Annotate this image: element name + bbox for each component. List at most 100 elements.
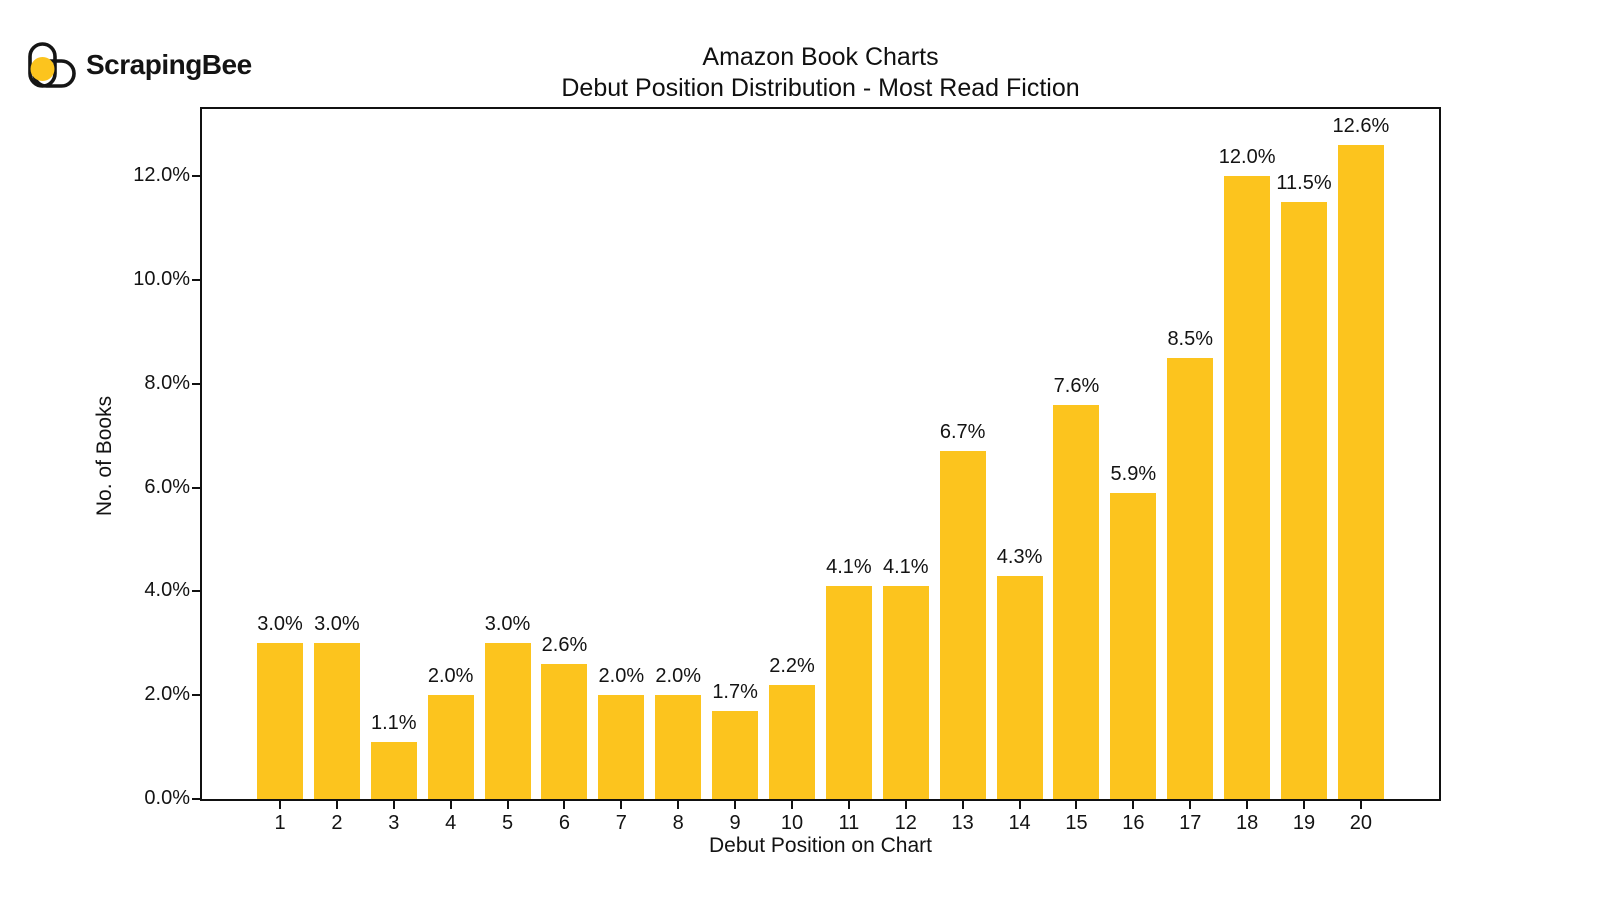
x-tick-mark — [1075, 801, 1078, 809]
x-tick-label: 12 — [894, 812, 917, 834]
bar — [996, 575, 1043, 799]
y-tick-label: 12.0% — [133, 164, 190, 187]
x-tick-label: 8 — [672, 812, 684, 834]
x-tick-mark — [904, 801, 907, 809]
x-tick-label: 13 — [951, 812, 974, 834]
y-tick-mark — [192, 175, 200, 178]
x-tick-label: 9 — [729, 812, 741, 834]
x-tick-label: 20 — [1349, 812, 1373, 834]
bar-value-label: 1.1% — [370, 711, 417, 734]
bar-value-label: 3.0% — [314, 613, 360, 636]
bar — [370, 741, 417, 799]
x-tick-label: 6 — [558, 812, 570, 834]
y-tick-label: 8.0% — [144, 371, 190, 394]
x-tick-label: 5 — [501, 812, 514, 834]
x-tick-label: 17 — [1179, 812, 1202, 834]
x-tick-mark — [791, 801, 793, 809]
y-tick-mark — [192, 279, 200, 281]
bar-value-label: 5.9% — [1110, 462, 1157, 485]
x-tick-label: 3 — [388, 812, 400, 834]
y-tick-label: 2.0% — [144, 683, 190, 706]
x-tick-label: 18 — [1236, 812, 1259, 834]
bar — [1224, 176, 1271, 799]
x-tick-label: 2 — [331, 812, 343, 834]
bar — [655, 695, 702, 799]
x-tick-mark — [506, 801, 509, 809]
bar-value-label: 4.1% — [826, 556, 872, 579]
bar — [313, 643, 360, 799]
x-tick-mark — [1132, 801, 1135, 809]
x-tick-mark — [961, 801, 964, 809]
x-tick-mark — [847, 801, 850, 809]
x-tick-mark — [1359, 801, 1362, 809]
bar-value-label: 3.0% — [257, 613, 303, 636]
x-tick-mark — [734, 801, 737, 809]
scrapingbee-bee-icon — [28, 42, 76, 88]
bar — [1053, 404, 1100, 799]
bar — [427, 695, 474, 799]
x-tick-label: 16 — [1122, 812, 1145, 834]
bar — [1281, 202, 1328, 799]
brand-logo: ScrapingBee — [28, 42, 252, 88]
bar — [598, 695, 645, 799]
y-tick-mark — [192, 694, 200, 697]
y-tick-mark — [192, 382, 200, 385]
bar — [712, 710, 759, 799]
bar-value-label: 12.0% — [1218, 146, 1276, 169]
y-tick-label: 10.0% — [133, 268, 190, 290]
bar-value-label: 2.0% — [427, 665, 474, 688]
y-tick-mark — [192, 798, 200, 800]
x-tick-label: 4 — [445, 812, 457, 834]
y-tick-label: 0.0% — [144, 787, 190, 809]
x-tick-label: 14 — [1008, 812, 1031, 834]
x-tick-mark — [449, 801, 452, 809]
bar — [939, 451, 986, 799]
bar-value-label: 4.1% — [882, 556, 929, 579]
brand-name: ScrapingBee — [86, 49, 252, 80]
x-tick-label: 19 — [1292, 812, 1316, 834]
x-tick-label: 11 — [838, 812, 860, 834]
bar — [1110, 492, 1157, 799]
bar-value-label: 12.6% — [1332, 115, 1390, 138]
bar — [769, 684, 815, 799]
x-tick-label: 7 — [615, 812, 627, 834]
x-tick-mark — [1189, 801, 1192, 809]
bar — [1337, 145, 1384, 799]
y-axis-label: No. of Books — [93, 395, 116, 517]
bar-value-label: 1.7% — [712, 680, 758, 703]
x-tick-mark — [677, 801, 680, 809]
y-tick-label: 6.0% — [144, 475, 190, 498]
x-tick-label: 1 — [274, 812, 286, 834]
bar-value-label: 8.5% — [1167, 327, 1214, 350]
x-tick-label: 15 — [1065, 812, 1088, 834]
bar-value-label: 2.0% — [655, 665, 702, 688]
y-tick-mark — [192, 486, 200, 489]
bar — [257, 643, 303, 799]
x-tick-mark — [1018, 801, 1021, 809]
bar-value-label: 3.0% — [484, 613, 531, 636]
chart-title: Amazon Book Charts — [702, 43, 939, 71]
x-tick-mark — [620, 801, 623, 809]
x-tick-mark — [1246, 801, 1249, 809]
x-axis-label: Debut Position on Chart — [709, 834, 932, 857]
bar — [484, 643, 531, 799]
bar-value-label: 7.6% — [1053, 374, 1100, 397]
x-tick-mark — [392, 801, 395, 809]
bar-value-label: 2.6% — [541, 634, 588, 657]
y-tick-mark — [192, 590, 200, 593]
x-tick-mark — [1303, 801, 1306, 809]
bar-value-label: 4.3% — [996, 545, 1043, 568]
bar-value-label: 2.2% — [769, 654, 815, 677]
x-tick-mark — [279, 801, 281, 809]
x-tick-label: 10 — [780, 812, 804, 834]
x-tick-mark — [563, 801, 566, 809]
y-tick-label: 4.0% — [144, 579, 190, 602]
bar-value-label: 2.0% — [598, 665, 645, 688]
bar-value-label: 11.5% — [1276, 172, 1332, 195]
bar — [541, 664, 588, 799]
bar-value-label: 6.7% — [939, 421, 986, 444]
bar — [1167, 357, 1214, 799]
bar — [825, 586, 872, 799]
chart-subtitle: Debut Position Distribution - Most Read … — [561, 74, 1080, 102]
